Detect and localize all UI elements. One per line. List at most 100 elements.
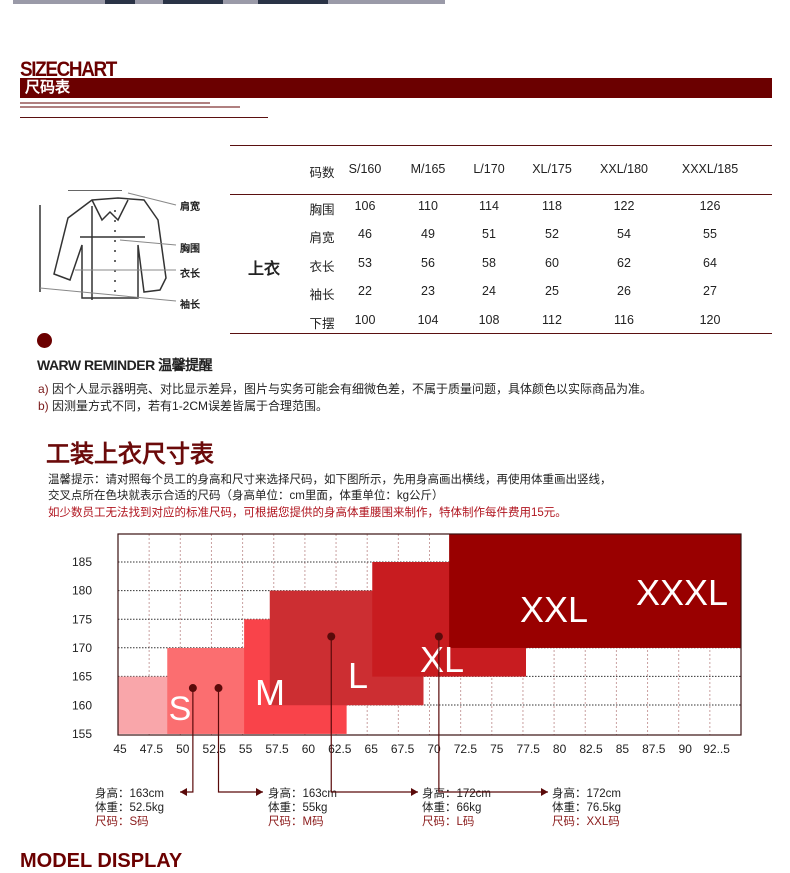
data-point xyxy=(327,632,336,641)
y-tick-label: 160 xyxy=(72,698,92,712)
example-text: 尺码：L码 xyxy=(422,815,474,828)
pointer-line xyxy=(330,636,418,793)
diagram-label: 胸围 xyxy=(180,244,200,255)
y-tick-label: 155 xyxy=(72,727,92,741)
reminder-marker: a) xyxy=(38,382,49,396)
table-cell: 126 xyxy=(699,199,721,213)
table-cell: 104 xyxy=(417,313,439,327)
reminder-title: WARW REMINDER 温馨提醒 xyxy=(37,357,213,373)
x-tick-label: 45 xyxy=(113,742,127,756)
example-text: 体重：55kg xyxy=(268,800,327,814)
divider xyxy=(20,117,268,118)
table-cell: 116 xyxy=(614,313,634,327)
example-text: 尺码：XXL码 xyxy=(552,815,620,828)
x-tick-label: 85 xyxy=(616,742,630,756)
arrow-icon xyxy=(180,788,187,796)
data-point xyxy=(214,684,223,693)
size-label-xxl: XXL xyxy=(520,589,588,630)
y-tick-label: 180 xyxy=(72,584,92,598)
reminder-text: 因个人显示器明亮、对比显示差异，图片与实务可能会有细微色差，不属于质量问题，具体… xyxy=(52,382,653,396)
table-header-cell: XL/175 xyxy=(532,162,572,176)
table-cell: 118 xyxy=(542,199,562,213)
y-tick-label: 175 xyxy=(72,612,92,626)
example-text: 身高：172cm xyxy=(552,786,621,800)
example-text: 尺码：M码 xyxy=(268,815,324,828)
y-tick-label: 185 xyxy=(72,555,92,569)
size-label-xl: XL xyxy=(420,639,464,680)
example-text: 身高：163cm xyxy=(268,786,337,800)
x-tick-label: 55 xyxy=(239,742,253,756)
table-cell: 114 xyxy=(479,199,499,213)
table-cell: 110 xyxy=(418,199,438,213)
table-cell: 22 xyxy=(358,284,372,298)
x-tick-label: 60 xyxy=(302,742,316,756)
diagram-label: 袖长 xyxy=(180,300,200,311)
x-tick-label: 67.5 xyxy=(391,742,415,756)
table-cell: 46 xyxy=(358,227,372,241)
table-cell: 24 xyxy=(482,284,496,298)
table-cell: 26 xyxy=(617,284,631,298)
table-cell: 肩宽 xyxy=(309,231,335,245)
table-cell: 64 xyxy=(703,256,717,270)
x-tick-label: 80 xyxy=(553,742,567,756)
arrow-icon xyxy=(541,788,548,796)
table-cell: 胸围 xyxy=(309,203,335,217)
bullet-dot xyxy=(37,333,52,348)
x-tick-label: 92..5 xyxy=(703,742,730,756)
size-label-l: L xyxy=(348,655,368,696)
x-tick-label: 90 xyxy=(679,742,693,756)
reminder-item: b) 因测量方式不同，若有1-2CM误差皆属于合理范围。 xyxy=(38,397,328,414)
size-block-xxxl xyxy=(449,534,741,648)
size-label-m: M xyxy=(255,672,285,713)
x-tick-label: 77.5 xyxy=(517,742,541,756)
x-tick-label: 70 xyxy=(427,742,441,756)
table-cell: 23 xyxy=(421,284,435,298)
x-tick-label: 62.5 xyxy=(328,742,352,756)
table-cell: 122 xyxy=(613,199,635,213)
x-tick-label: 57.5 xyxy=(265,742,289,756)
example-text: 体重：52.5kg xyxy=(95,800,164,814)
table-header-cell: S/160 xyxy=(348,162,382,176)
table-header-cell: XXXL/185 xyxy=(681,162,739,176)
example-text: 体重：76.5kg xyxy=(552,800,621,814)
table-cell: 62 xyxy=(617,256,631,270)
table-cell: 54 xyxy=(617,227,631,241)
pointer-line xyxy=(217,688,263,793)
table-cell: 52 xyxy=(545,227,559,241)
diagram-label: 衣长 xyxy=(180,269,200,280)
table-top-rule xyxy=(230,145,772,146)
table-cell: 112 xyxy=(542,313,562,327)
x-tick-label: 82.5 xyxy=(579,742,603,756)
model-display-title: MODEL DISPLAY xyxy=(20,850,183,872)
table-cell: 58 xyxy=(482,256,496,270)
example-text: 尺码：S码 xyxy=(95,815,149,828)
shirt-diagram xyxy=(39,190,177,302)
guide-line: 交叉点所在色块就表示合适的尺码（身高单位：cm里面，体重单位：kg公斤） xyxy=(48,490,444,502)
table-cell: 51 xyxy=(482,227,496,241)
pointer-line xyxy=(438,636,548,793)
reminder-item: a) 因个人显示器明亮、对比显示差异，图片与实务可能会有细微色差，不属于质量问题… xyxy=(38,380,652,397)
table-cell: 120 xyxy=(699,313,721,327)
decorative-text xyxy=(20,102,210,104)
guide-note: 如少数员工无法找到对应的标准尺码，可根据您提供的身高体重腰围来制作，特体制作每件… xyxy=(48,507,567,519)
table-cell: 100 xyxy=(354,313,376,327)
table-cell: 106 xyxy=(354,199,376,213)
table-cell: 衣长 xyxy=(309,260,335,274)
x-tick-label: 75 xyxy=(490,742,504,756)
example-text: 体重：66kg xyxy=(422,800,481,814)
table-cell: 49 xyxy=(421,227,435,241)
reminder-text: 因测量方式不同，若有1-2CM误差皆属于合理范围。 xyxy=(52,399,329,413)
x-tick-label: 72.5 xyxy=(454,742,478,756)
table-category: 上衣 xyxy=(248,261,281,278)
x-tick-label: 65 xyxy=(365,742,379,756)
table-bottom-rule xyxy=(230,333,772,334)
data-point xyxy=(188,684,197,693)
y-tick-label: 165 xyxy=(72,670,92,684)
size-label-xxxl: XXXL xyxy=(636,572,728,613)
plot-border xyxy=(117,533,742,736)
y-tick-label: 170 xyxy=(72,641,92,655)
table-cell: 27 xyxy=(703,284,717,298)
x-tick-label: 52.5 xyxy=(203,742,227,756)
sizechart-title: SIZECHART xyxy=(20,58,117,81)
